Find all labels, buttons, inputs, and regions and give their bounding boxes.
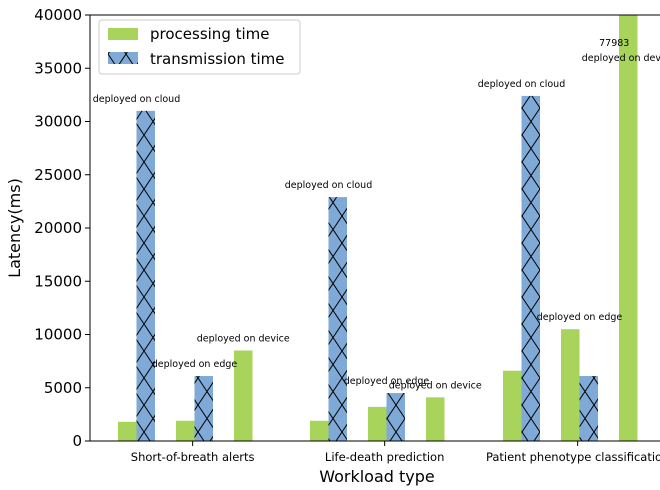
deployment-label: deployed on device	[582, 53, 660, 64]
bar-processing-time	[118, 421, 137, 441]
deployment-label: deployed on edge	[344, 376, 430, 387]
legend-label-processing: processing time	[150, 25, 270, 43]
y-tick-label: 15000	[34, 272, 82, 290]
y-tick-label: 10000	[34, 326, 82, 344]
y-axis-title: Latency(ms)	[5, 178, 24, 278]
y-tick-label: 20000	[34, 219, 82, 237]
bar-processing-time	[426, 397, 445, 441]
deployment-label: deployed on edge	[537, 312, 623, 323]
bar-processing-time	[368, 406, 387, 441]
y-tick-label: 40000	[34, 6, 82, 24]
x-axis-title: Workload type	[319, 467, 435, 486]
bar-transmission-hatch	[328, 197, 347, 441]
bar-processing-time	[310, 420, 329, 441]
deployment-label: deployed on device	[389, 380, 482, 391]
bar-transmission-hatch	[136, 110, 155, 441]
bar-processing-time	[503, 370, 522, 441]
deployment-label: deployed on cloud	[93, 94, 180, 105]
y-tick-label: 35000	[34, 59, 82, 77]
bar-transmission-hatch	[194, 376, 213, 441]
bars-layer	[118, 15, 638, 441]
y-tick-label: 30000	[34, 113, 82, 131]
deployment-label: deployed on cloud	[478, 79, 565, 90]
bar-transmission-hatch	[521, 95, 540, 441]
bar-processing-time	[619, 15, 638, 441]
legend-label-transmission: transmission time	[150, 50, 284, 68]
legend-frame	[98, 19, 301, 75]
deployment-label: deployed on edge	[152, 359, 238, 370]
bar-processing-time	[234, 350, 253, 441]
bar-processing-time	[176, 420, 195, 441]
y-tick-label: 25000	[34, 166, 82, 184]
x-axis: Short-of-breath alerts Life-death predict…	[131, 441, 660, 464]
x-tick-label: Patient phenotype classification	[486, 450, 660, 464]
y-tick-label: 0	[72, 432, 82, 450]
bar-value-label: 77983	[599, 38, 629, 49]
bar-transmission-hatch	[579, 376, 598, 441]
x-tick-label: Life-death prediction	[325, 450, 444, 464]
bar-processing-time	[561, 329, 580, 441]
deployment-label: deployed on cloud	[285, 180, 372, 191]
deployment-label: deployed on device	[197, 333, 290, 344]
y-axis: 0 5000 10000 15000 20000 25000 30000 35000 40000	[34, 6, 90, 450]
legend: processing time transmission time	[98, 19, 301, 75]
bar-transmission-hatch	[386, 393, 405, 441]
legend-swatch-processing	[108, 28, 138, 40]
legend-swatch-hatch	[108, 52, 138, 64]
y-tick-label: 5000	[44, 379, 82, 397]
x-tick-label: Short-of-breath alerts	[131, 450, 255, 464]
